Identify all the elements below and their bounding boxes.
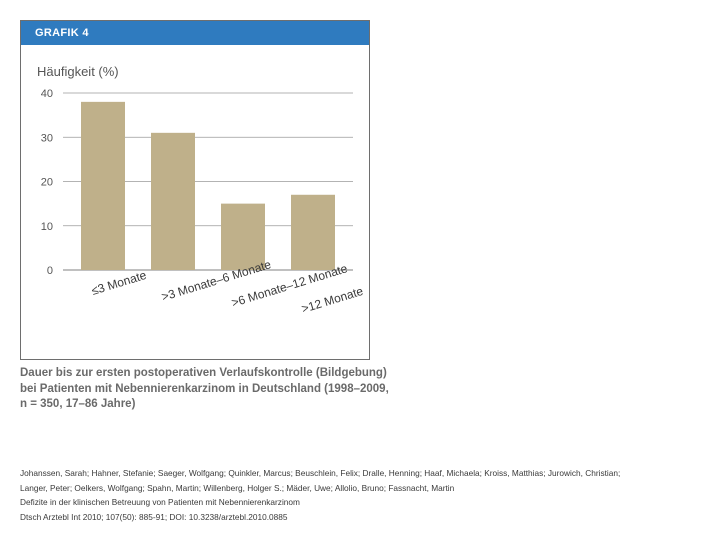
y-tick-label: 40 <box>41 88 53 100</box>
y-tick-label: 20 <box>41 177 53 189</box>
bar-2 <box>151 132 195 270</box>
citation-source: Dtsch Arztebl Int 2010; 107(50): 885-91;… <box>20 511 288 522</box>
x-tick-label: ≤3 Monate <box>90 268 149 298</box>
figure-caption: Dauer bis zur ersten postoperativen Verl… <box>20 366 389 413</box>
citation-authors-line-1: Johanssen, Sarah; Hahner, Stefanie; Saeg… <box>20 468 621 478</box>
citation-authors-line-2: Langer, Peter; Oelkers, Wolfgang; Spahn,… <box>20 482 455 493</box>
y-tick-label: 30 <box>41 132 53 144</box>
bar-1 <box>81 101 125 270</box>
caption-line-1: Dauer bis zur ersten postoperativen Verl… <box>20 367 387 379</box>
caption-line-2: bei Patienten mit Nebennierenkarzinom in… <box>20 382 389 395</box>
y-axis-label: Häufigkeit (%) <box>37 64 119 79</box>
bar-3 <box>221 203 265 270</box>
figure-header: GRAFIK 4 <box>21 21 369 45</box>
citation-title: Defizite in der klinischen Betreuung von… <box>20 497 300 507</box>
figure-frame: Häufigkeit (%) 0 10 20 30 40 ≤3 Monate >3 Mon… <box>20 20 370 360</box>
caption-line-3: n = 350, 17–86 Jahre) <box>20 398 136 410</box>
bar-4 <box>291 194 335 270</box>
x-tick-label: >12 Monate <box>300 284 365 316</box>
citation-block: Johanssen, Sarah; Hahner, Stefanie; Saeg… <box>20 466 700 524</box>
y-tick-label: 0 <box>47 265 53 277</box>
y-tick-label: 10 <box>41 221 53 233</box>
